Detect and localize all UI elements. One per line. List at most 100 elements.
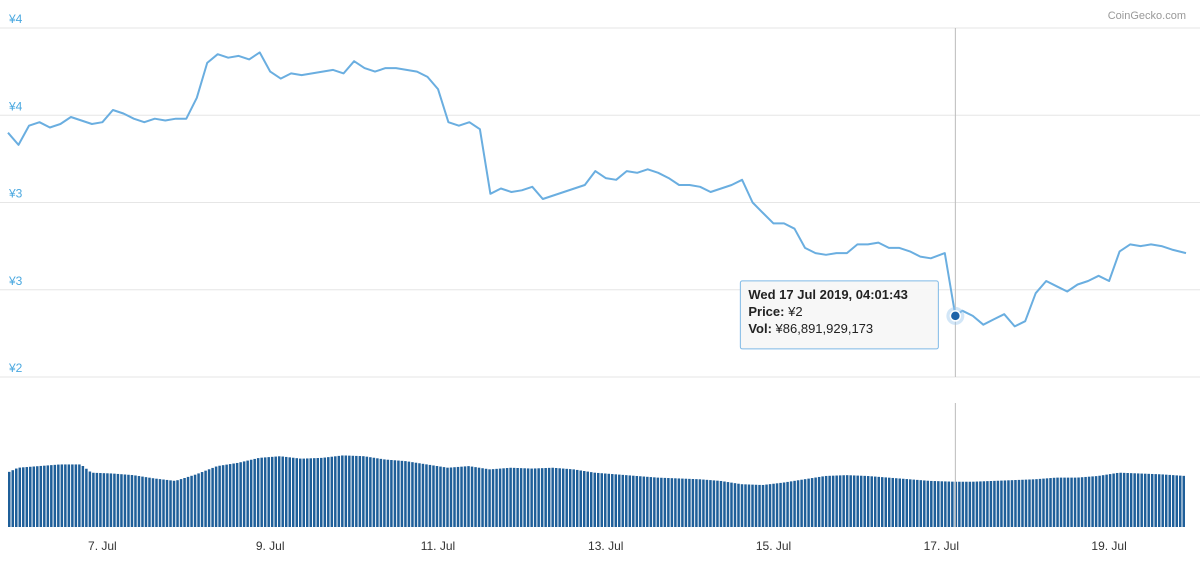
volume-bar xyxy=(873,476,877,527)
volume-bar xyxy=(751,484,754,527)
volume-bar xyxy=(309,458,313,527)
volume-bar xyxy=(838,475,842,527)
volume-bar xyxy=(418,463,421,527)
volume-bar xyxy=(842,475,845,527)
volume-bar xyxy=(407,461,411,527)
volume-bar xyxy=(270,456,274,527)
volume-bar xyxy=(1119,472,1122,527)
volume-bar xyxy=(1045,478,1049,527)
volume-bar xyxy=(74,464,78,527)
volume-bar xyxy=(169,480,172,527)
volume-bar xyxy=(488,469,491,527)
volume-bar xyxy=(1178,475,1182,527)
volume-bar xyxy=(71,464,74,527)
volume-bar xyxy=(127,474,130,527)
volume-bar xyxy=(1161,474,1164,527)
volume-bar xyxy=(807,478,810,527)
volume-bar xyxy=(965,481,968,527)
volume-bar xyxy=(1182,475,1185,527)
volume-bar xyxy=(695,479,698,527)
volume-bar xyxy=(155,478,158,527)
y-tick-label: ¥4 xyxy=(8,12,23,26)
volume-bar xyxy=(109,473,113,527)
volume-bar xyxy=(663,477,667,527)
volume-bar xyxy=(32,466,36,527)
volume-bar xyxy=(204,470,207,527)
tooltip-vol-label: Vol: xyxy=(748,321,772,336)
volume-bar xyxy=(887,477,891,527)
volume-bar xyxy=(575,469,579,527)
volume-bar xyxy=(228,464,232,527)
volume-bar xyxy=(1122,472,1126,527)
volume-bar xyxy=(705,479,709,527)
volume-bar xyxy=(642,476,646,527)
y-axis-ticks: ¥4 ¥4 ¥3 ¥3 ¥2 xyxy=(8,12,23,375)
volume-bar xyxy=(39,465,43,527)
volume-bar xyxy=(239,462,242,527)
volume-bar xyxy=(709,480,712,527)
volume-bar xyxy=(835,475,838,527)
volume-bar xyxy=(519,468,523,527)
volume-bar xyxy=(1010,480,1014,527)
volume-bar xyxy=(235,462,239,527)
volume-bar xyxy=(1164,474,1168,527)
volume-bar xyxy=(1063,477,1066,527)
volume-bar xyxy=(1042,478,1045,527)
volume-bar xyxy=(702,479,705,527)
volume-bar xyxy=(849,475,852,527)
volume-bar xyxy=(498,468,502,527)
volume-bar xyxy=(540,468,544,527)
volume-bar xyxy=(256,458,260,527)
volume-bar xyxy=(1094,476,1098,527)
y-tick-label: ¥2 xyxy=(8,361,23,375)
y-tick-label: ¥4 xyxy=(8,99,23,113)
credit-label[interactable]: CoinGecko.com xyxy=(1108,10,1186,22)
volume-bar xyxy=(730,482,733,527)
volume-bar xyxy=(323,457,327,527)
price-line-layer[interactable] xyxy=(7,51,1187,328)
volume-bar xyxy=(547,467,551,527)
volume-bar xyxy=(362,456,365,527)
volume-bar xyxy=(968,481,972,527)
volume-bar xyxy=(1052,477,1056,527)
y-tick-label: ¥3 xyxy=(8,274,23,288)
volume-bar xyxy=(516,468,519,527)
volume-bar xyxy=(526,468,530,527)
volume-bar xyxy=(249,459,253,527)
volume-bar xyxy=(302,458,306,527)
volume-bar xyxy=(316,458,320,527)
volume-bar xyxy=(933,481,937,527)
volume-bar xyxy=(102,473,106,527)
volume-bar xyxy=(120,474,123,527)
volume-bar xyxy=(1014,480,1017,527)
volume-bar xyxy=(1108,474,1112,527)
volume-bar xyxy=(141,476,144,527)
volume-bar xyxy=(95,472,99,527)
volume-bar xyxy=(453,467,456,527)
volume-bar xyxy=(295,458,298,527)
volume-bar xyxy=(852,475,856,527)
volume-bar xyxy=(831,475,835,527)
volume-bar xyxy=(958,481,961,527)
volume-bar xyxy=(744,484,747,527)
volume-bar xyxy=(351,455,355,527)
volume-bar xyxy=(64,464,67,527)
volume-bar xyxy=(8,471,11,527)
volume-bar xyxy=(428,464,432,527)
volume-bar xyxy=(134,475,137,527)
volume-bar xyxy=(263,457,267,527)
volume-bar xyxy=(817,476,821,527)
volume-bar xyxy=(348,455,351,527)
volume-bar xyxy=(390,460,393,527)
volume-bar xyxy=(747,484,751,527)
volume-bar xyxy=(57,464,60,527)
volume-bar xyxy=(172,480,176,527)
volume-bar xyxy=(866,476,870,527)
volume-bar xyxy=(926,480,930,527)
volume-bar xyxy=(533,468,537,527)
volume-bar xyxy=(274,456,277,527)
volume-bar xyxy=(358,456,362,527)
volume-bar xyxy=(779,482,782,527)
